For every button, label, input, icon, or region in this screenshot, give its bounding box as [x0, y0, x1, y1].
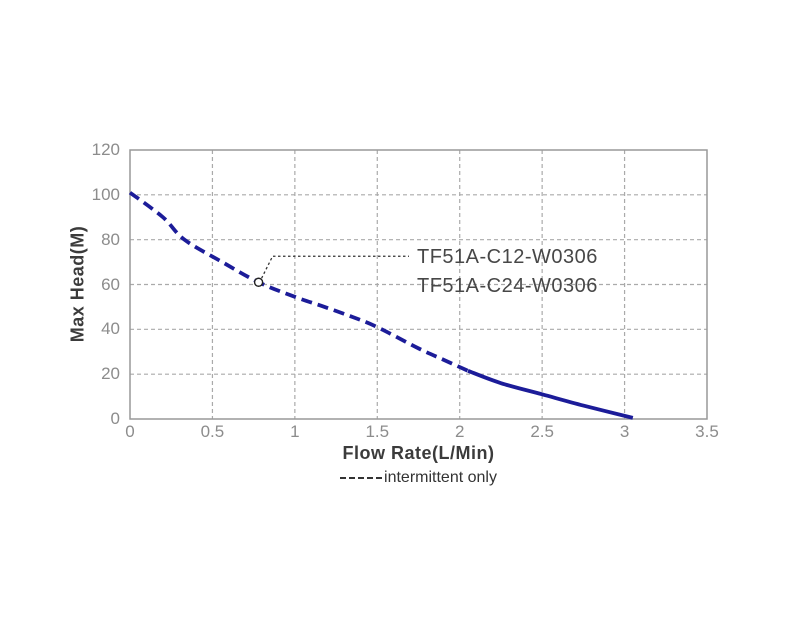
x-tick-label: 1: [290, 422, 300, 441]
x-tick-label: 2: [454, 422, 465, 441]
y-tick-label: 40: [101, 319, 120, 339]
x-axis-title: Flow Rate(L/Min): [342, 443, 495, 463]
legend: intermittent only: [130, 469, 707, 487]
annotation-marker: [253, 277, 264, 287]
y-tick-label: 0: [110, 409, 120, 428]
annotation-labels: TF51A-C12-W0306 TF51A-C24-W0306: [417, 243, 598, 300]
y-tick-label: 60: [101, 274, 120, 294]
x-tick-label: 0: [125, 422, 135, 441]
annotation-label-model-2: TF51A-C24-W0306: [417, 274, 598, 297]
plot-border: [129, 149, 708, 420]
y-tick-label: 80: [101, 229, 120, 249]
x-tick-label: 3.5: [695, 422, 719, 441]
x-tick-label: 1.5: [365, 422, 390, 441]
pump-curve-solid-segment: [467, 369, 634, 420]
y-tick-label: 100: [91, 184, 120, 204]
pump-curve-dashed-segment: [128, 191, 469, 373]
dashed-line-swatch: [340, 477, 383, 479]
x-tick-label: 2.5: [530, 422, 554, 441]
annotation-label-model-1: TF51A-C12-W0306: [417, 246, 598, 268]
x-tick-label: 0.5: [200, 422, 225, 441]
legend-label: intermittent only: [384, 469, 497, 486]
y-tick-label: 20: [101, 364, 120, 384]
annotation-leader-line: [261, 255, 409, 279]
x-tick-label: 3: [619, 422, 630, 441]
y-tick-label: 120: [91, 140, 120, 159]
